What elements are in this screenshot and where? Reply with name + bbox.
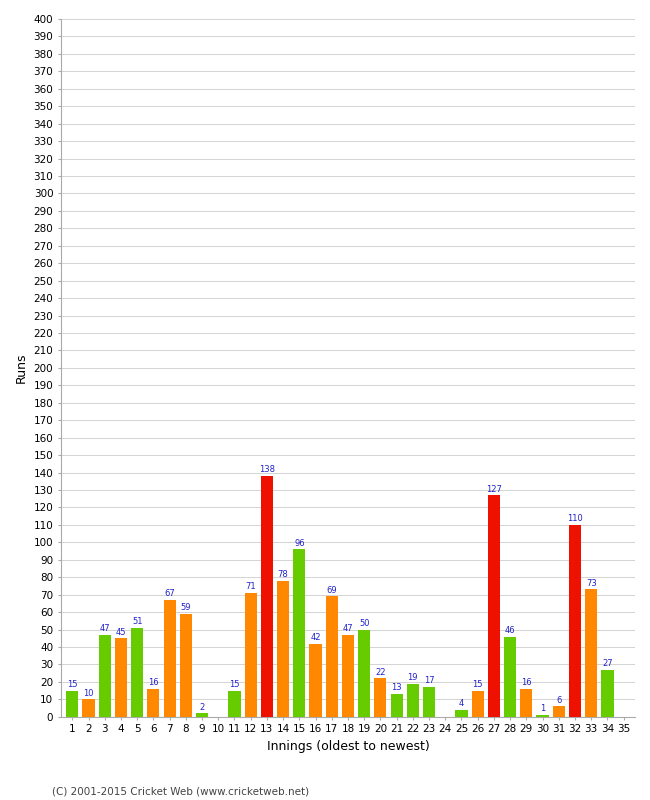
Text: 10: 10 (83, 689, 94, 698)
Bar (504, 637, 516, 717)
Text: 17: 17 (424, 677, 434, 686)
Text: 2: 2 (200, 702, 205, 711)
X-axis label: Innings (oldest to newest): Innings (oldest to newest) (266, 740, 430, 753)
Text: 50: 50 (359, 619, 369, 628)
Text: 46: 46 (505, 626, 515, 635)
Bar (326, 597, 338, 717)
Bar (228, 690, 240, 717)
Bar (342, 635, 354, 717)
Text: 45: 45 (116, 627, 126, 637)
Bar (374, 678, 387, 717)
Text: 73: 73 (586, 578, 597, 588)
Bar (164, 600, 176, 717)
Bar (585, 590, 597, 717)
Bar (196, 714, 208, 717)
Text: 6: 6 (556, 695, 562, 705)
Y-axis label: Runs: Runs (15, 353, 28, 383)
Bar (358, 630, 370, 717)
Text: 138: 138 (259, 466, 275, 474)
Bar (407, 684, 419, 717)
Text: 67: 67 (164, 589, 175, 598)
Text: 22: 22 (375, 668, 385, 677)
Bar (99, 635, 110, 717)
Text: 71: 71 (245, 582, 256, 591)
Bar (472, 690, 484, 717)
Text: 19: 19 (408, 673, 418, 682)
Text: 16: 16 (521, 678, 532, 687)
Text: 13: 13 (391, 683, 402, 692)
Text: 4: 4 (459, 699, 464, 708)
Text: 110: 110 (567, 514, 583, 523)
Bar (520, 689, 532, 717)
Text: 1: 1 (540, 704, 545, 714)
Text: 127: 127 (486, 485, 502, 494)
Bar (536, 715, 549, 717)
Text: 16: 16 (148, 678, 159, 687)
Bar (569, 525, 581, 717)
Bar (244, 593, 257, 717)
Bar (601, 670, 614, 717)
Bar (309, 643, 322, 717)
Bar (488, 495, 500, 717)
Text: 69: 69 (326, 586, 337, 594)
Bar (293, 550, 306, 717)
Bar (277, 581, 289, 717)
Text: (C) 2001-2015 Cricket Web (www.cricketweb.net): (C) 2001-2015 Cricket Web (www.cricketwe… (52, 786, 309, 796)
Text: 15: 15 (473, 680, 483, 689)
Bar (115, 638, 127, 717)
Bar (131, 628, 143, 717)
Bar (261, 476, 273, 717)
Text: 15: 15 (67, 680, 77, 689)
Text: 96: 96 (294, 538, 305, 547)
Bar (148, 689, 159, 717)
Text: 59: 59 (181, 603, 191, 612)
Bar (66, 690, 79, 717)
Bar (552, 706, 565, 717)
Text: 47: 47 (99, 624, 110, 633)
Text: 51: 51 (132, 617, 142, 626)
Text: 27: 27 (602, 659, 613, 668)
Text: 78: 78 (278, 570, 289, 579)
Bar (423, 687, 435, 717)
Text: 15: 15 (229, 680, 240, 689)
Bar (83, 699, 95, 717)
Bar (456, 710, 467, 717)
Text: 47: 47 (343, 624, 354, 633)
Bar (180, 614, 192, 717)
Text: 42: 42 (310, 633, 321, 642)
Bar (391, 694, 403, 717)
